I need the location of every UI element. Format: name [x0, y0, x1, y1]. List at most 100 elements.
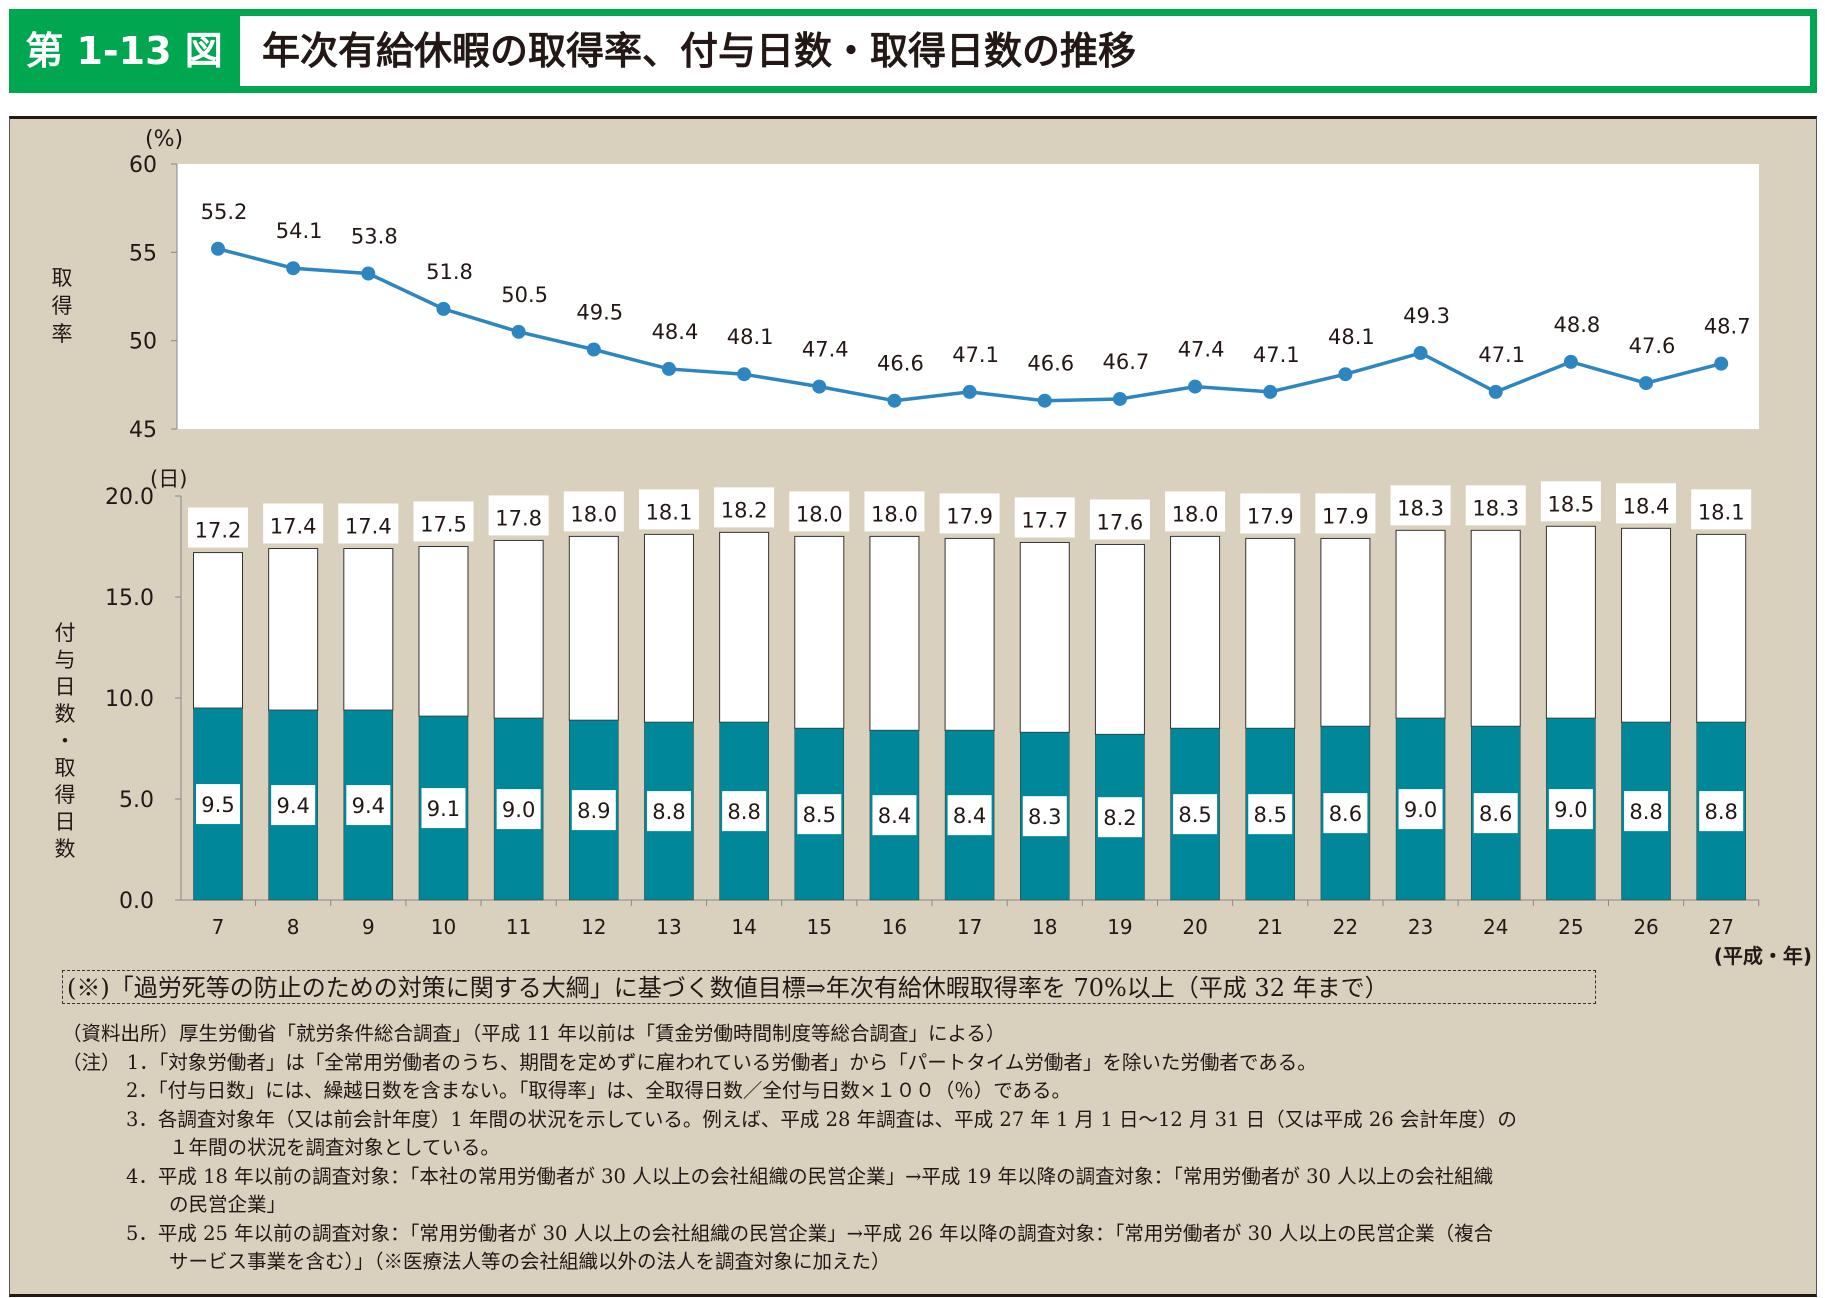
note-3: 3．各調査対象年（又は前会計年度）1 年間の状況を示している。例えば、平成 28…: [126, 1107, 1517, 1131]
taken-data-label: 8.3: [1028, 805, 1061, 829]
bar-y-unit: (日): [150, 467, 187, 491]
taken-data-label: 8.4: [878, 804, 911, 828]
line-point: [436, 301, 451, 316]
granted-data-label: 18.0: [1172, 502, 1219, 526]
bar-granted: [268, 548, 319, 711]
note-2: 2．「付与日数」には、繰越日数を含まない。「取得率」は、全取得日数／全付与日数×…: [126, 1079, 1072, 1102]
granted-label-bg: [864, 491, 925, 532]
line-y-tick-label: 45: [129, 418, 157, 443]
granted-label-bg: [263, 503, 324, 544]
granted-label-bg: [1390, 485, 1451, 526]
bar-granted: [944, 537, 995, 731]
bar-granted: [1094, 543, 1145, 735]
line-data-label: 49.3: [1403, 304, 1450, 328]
line-y-label-char: 率: [52, 322, 73, 346]
granted-label-bg: [1465, 485, 1526, 526]
line-point: [511, 324, 526, 339]
bar-granted: [794, 535, 845, 729]
taken-label-bg: [872, 795, 917, 836]
line-data-label: 51.8: [426, 260, 473, 284]
bar-granted: [493, 539, 544, 719]
taken-label-bg: [1248, 794, 1293, 835]
bar-y-tick-label: 10.0: [105, 687, 154, 712]
bar-y-label-char: 日: [55, 675, 76, 699]
taken-data-label: 8.8: [652, 800, 685, 824]
taken-data-label: 8.6: [1329, 802, 1362, 826]
taken-label-bg: [196, 784, 240, 825]
bar-granted: [568, 535, 619, 721]
bar-x-tick-label: 19: [1107, 915, 1132, 939]
bar-y-label-char: ・: [55, 729, 76, 753]
bar-x-label: (平成・年): [1714, 944, 1812, 968]
granted-label-bg: [789, 491, 850, 532]
bar-granted: [1320, 537, 1371, 727]
granted-label-bg: [1014, 497, 1075, 538]
bar-granted: [643, 533, 694, 723]
taken-data-label: 9.4: [352, 794, 385, 818]
note-4-cont: の民営企業」: [169, 1193, 287, 1216]
taken-label-bg: [1548, 789, 1593, 830]
line-data-label: 48.8: [1553, 313, 1600, 337]
taken-data-label: 8.8: [727, 800, 760, 824]
taken-data-label: 8.6: [1479, 802, 1512, 826]
line-point: [887, 393, 902, 408]
taken-label-bg: [646, 791, 691, 832]
line-point: [1563, 354, 1578, 369]
taken-label-bg: [947, 795, 992, 836]
line-data-label: 50.5: [501, 283, 548, 307]
line-point: [1413, 346, 1428, 361]
line-data-label: 54.1: [276, 219, 323, 243]
bar-granted: [1545, 525, 1596, 719]
line-data-label: 47.4: [1178, 338, 1225, 362]
line-point: [1338, 367, 1353, 382]
bar-x-tick-label: 8: [287, 915, 300, 939]
bar-granted: [1696, 533, 1747, 723]
line-point: [211, 241, 225, 256]
granted-data-label: 18.1: [1698, 500, 1745, 524]
granted-label-bg: [939, 493, 1000, 534]
line-point: [1263, 384, 1278, 399]
note-1: （注） 1．「対象労働者」は「全常用労働者のうち、期間を定めずに雇われている労働…: [62, 1050, 1317, 1074]
bar-granted: [1621, 527, 1672, 723]
taken-label-bg: [571, 790, 616, 831]
bar-y-tick-label: 20.0: [105, 485, 154, 510]
granted-data-label: 18.2: [721, 498, 768, 522]
granted-data-label: 17.9: [946, 504, 993, 528]
note-5: 5．平成 25 年以前の調査対象：「常用労働者が 30 人以上の会社組織の民営企…: [126, 1221, 1494, 1245]
granted-label-bg: [338, 503, 399, 544]
line-y-unit: (%): [145, 127, 183, 152]
line-point: [962, 384, 977, 399]
bar-x-tick-label: 14: [731, 915, 756, 939]
bar-x-tick-label: 27: [1708, 915, 1733, 939]
line-data-label: 53.8: [351, 225, 398, 249]
bar-y-tick-label: 5.0: [119, 788, 154, 813]
taken-label-bg: [1699, 791, 1744, 832]
bar-x-tick-label: 20: [1182, 915, 1207, 939]
granted-label-bg: [563, 491, 624, 532]
bar-y-label-char: 数: [55, 837, 76, 861]
note-3-cont: １年間の状況を調査対象としている。: [169, 1136, 500, 1159]
note-source: （資料出所）厚生労働省「就労条件総合調査」（平成 11 年以前は「賃金労働時間制…: [62, 1022, 1006, 1045]
granted-data-label: 18.4: [1623, 494, 1670, 518]
line-data-label: 47.6: [1629, 334, 1676, 358]
taken-label-bg: [722, 791, 767, 832]
granted-label-bg: [1691, 489, 1752, 530]
taken-data-label: 9.4: [276, 794, 309, 818]
taken-data-label: 8.5: [1178, 803, 1211, 827]
taken-label-bg: [797, 794, 842, 835]
granted-label-bg: [1165, 491, 1226, 532]
bar-y-label-char: 与: [55, 648, 76, 672]
bar-y-label-char: 日: [55, 810, 76, 834]
bar-granted: [869, 535, 920, 731]
bar-x-tick-label: 17: [957, 915, 982, 939]
line-y-tick-label: 60: [129, 153, 157, 178]
note-4: 4．平成 18 年以前の調査対象：「本社の常用労働者が 30 人以上の会社組織の…: [126, 1164, 1494, 1188]
granted-label-bg: [638, 489, 699, 530]
granted-data-label: 18.1: [646, 500, 693, 524]
taken-data-label: 8.5: [803, 803, 836, 827]
granted-data-label: 17.9: [1322, 504, 1369, 528]
granted-label-bg: [188, 507, 248, 548]
taken-data-label: 9.5: [201, 793, 234, 817]
granted-data-label: 17.5: [420, 513, 467, 537]
